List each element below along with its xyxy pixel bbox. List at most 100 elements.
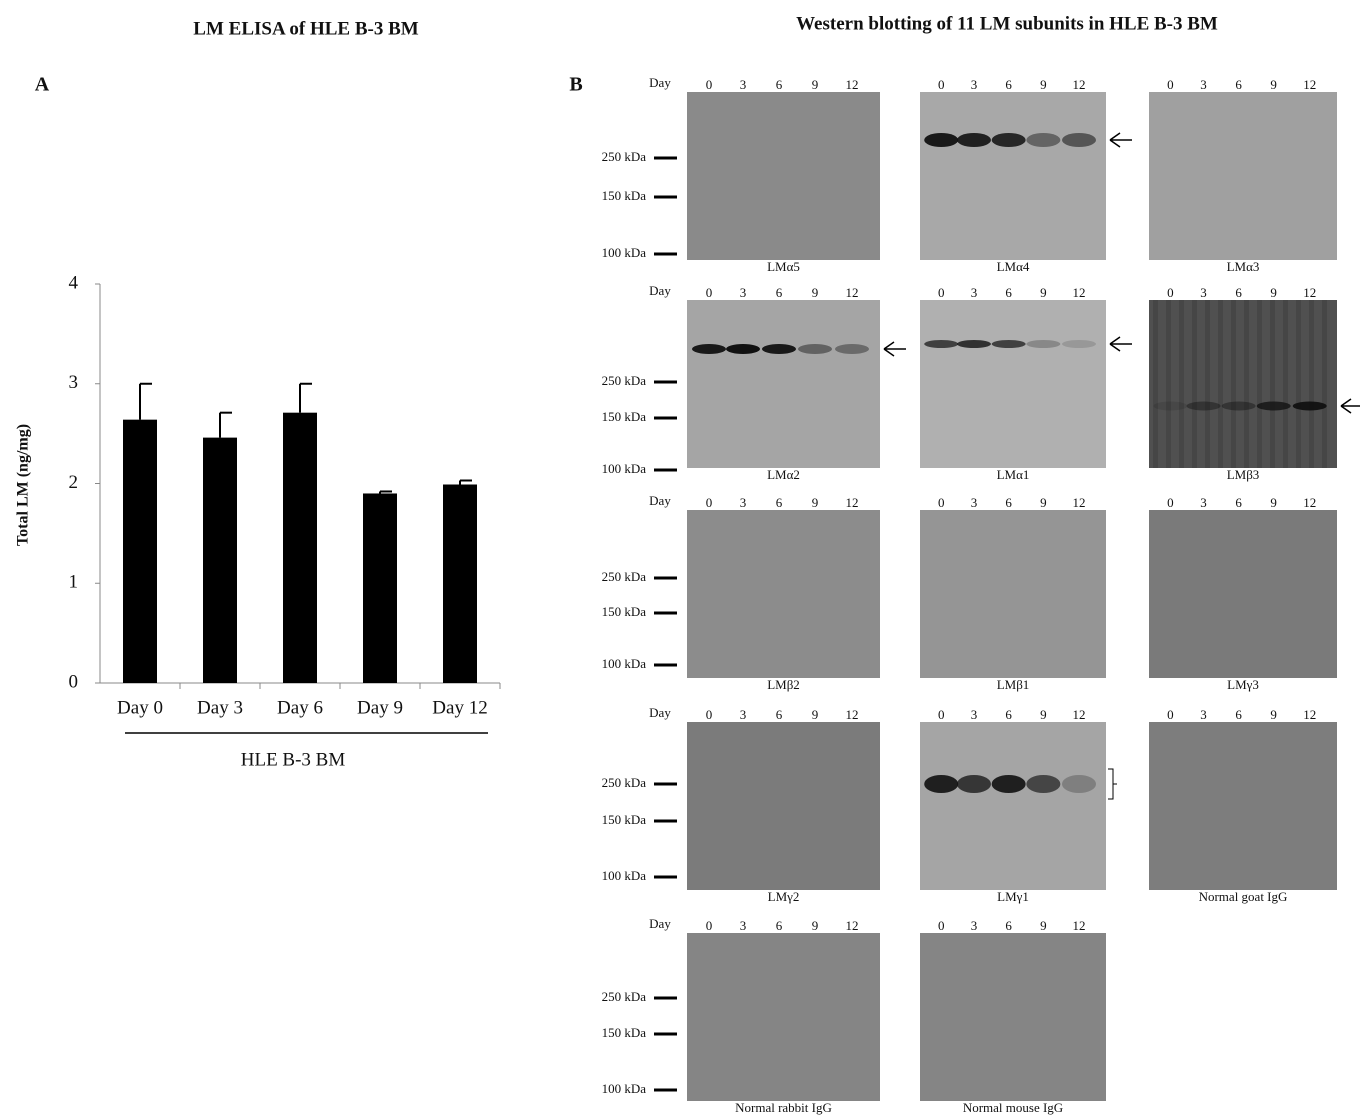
blot-image <box>687 510 880 678</box>
blot-label: Normal rabbit IgG <box>735 1100 832 1115</box>
lane-label: 3 <box>971 707 978 722</box>
day-label: Day <box>649 916 671 931</box>
bar <box>203 438 237 683</box>
lane-label: 12 <box>846 77 859 92</box>
bar <box>443 484 477 683</box>
lane-label: 12 <box>1303 495 1316 510</box>
day-label: Day <box>649 705 671 720</box>
y-tick-label: 2 <box>69 472 79 493</box>
blot-band <box>1026 775 1060 793</box>
x-tick-label: Day 0 <box>117 697 163 718</box>
error-bar <box>380 491 392 493</box>
lane-label: 0 <box>1167 77 1174 92</box>
blot-band <box>1026 340 1060 348</box>
lane-label: 3 <box>740 77 747 92</box>
blot-label: LMγ1 <box>997 889 1029 904</box>
blot-streak <box>1309 300 1314 468</box>
blot-band <box>992 133 1026 147</box>
blot-image <box>920 92 1106 260</box>
marker-label: 100 kDa <box>602 1081 647 1096</box>
lane-label: 6 <box>1005 707 1012 722</box>
lane-label: 6 <box>776 707 783 722</box>
lane-label: 12 <box>846 495 859 510</box>
blot-streak <box>1257 300 1262 468</box>
blot-image <box>687 722 880 890</box>
lane-label: 12 <box>846 707 859 722</box>
blot-streak <box>1166 300 1171 468</box>
marker-label: 250 kDa <box>602 989 647 1004</box>
marker-label: 250 kDa <box>602 775 647 790</box>
lane-label: 9 <box>1040 77 1047 92</box>
marker-label: 150 kDa <box>602 812 647 827</box>
blot-label: LMβ1 <box>997 677 1030 692</box>
blot-band <box>1293 402 1327 411</box>
blot-band <box>726 344 760 354</box>
blot-label: LMα4 <box>997 259 1030 274</box>
lane-label: 6 <box>776 495 783 510</box>
day-label: Day <box>649 493 671 508</box>
blot-band <box>798 344 832 354</box>
lane-label: 9 <box>812 707 819 722</box>
lane-label: 12 <box>1073 77 1086 92</box>
blot-label: LMγ3 <box>1227 677 1259 692</box>
lane-label: 12 <box>1073 285 1086 300</box>
blot-band <box>1062 133 1096 147</box>
lane-label: 3 <box>1200 707 1207 722</box>
marker-label: 150 kDa <box>602 188 647 203</box>
lane-label: 0 <box>706 918 713 933</box>
lane-label: 3 <box>971 918 978 933</box>
y-tick-label: 3 <box>69 372 79 393</box>
lane-label: 6 <box>1235 495 1242 510</box>
blot-streak <box>1179 300 1184 468</box>
lane-label: 9 <box>812 77 819 92</box>
blot-label: LMα1 <box>997 467 1030 482</box>
blot-band <box>1153 402 1187 411</box>
blot-streak <box>1153 300 1158 468</box>
band-arrow <box>884 342 906 356</box>
marker-label: 250 kDa <box>602 373 647 388</box>
blot-image <box>1149 510 1337 678</box>
blot-image <box>1149 722 1337 890</box>
lane-label: 6 <box>1235 285 1242 300</box>
panel-label: A <box>35 74 50 96</box>
bar <box>363 493 397 683</box>
blot-title: Western blotting of 11 LM subunits in HL… <box>796 13 1218 34</box>
blot-label: LMα3 <box>1227 259 1260 274</box>
blot-band <box>992 340 1026 348</box>
lane-label: 3 <box>740 285 747 300</box>
lane-label: 0 <box>938 707 945 722</box>
marker-label: 250 kDa <box>602 149 647 164</box>
marker-label: 100 kDa <box>602 656 647 671</box>
lane-label: 9 <box>1040 495 1047 510</box>
blot-streak <box>1244 300 1249 468</box>
lane-label: 12 <box>1073 495 1086 510</box>
lane-label: 0 <box>706 495 713 510</box>
blot-band <box>924 775 958 793</box>
blot-streak <box>1205 300 1210 468</box>
lane-label: 6 <box>1235 707 1242 722</box>
x-tick-label: Day 6 <box>277 697 323 718</box>
band-arrow <box>1110 133 1132 147</box>
lane-label: 0 <box>1167 707 1174 722</box>
figure: LM ELISA of HLE B-3 BM A Western blottin… <box>0 0 1360 1120</box>
blot-streak <box>1322 300 1327 468</box>
day-label: Day <box>649 283 671 298</box>
blot-band <box>1222 402 1256 411</box>
lane-label: 0 <box>706 707 713 722</box>
blot-label: LMα5 <box>767 259 800 274</box>
blot-label: LMβ2 <box>767 677 800 692</box>
blot-image <box>687 933 880 1101</box>
blot-band <box>1187 402 1221 411</box>
marker-label: 100 kDa <box>602 461 647 476</box>
lane-label: 9 <box>1270 707 1277 722</box>
lane-label: 3 <box>1200 77 1207 92</box>
bar <box>123 420 157 683</box>
error-bar <box>220 413 232 438</box>
error-bar <box>140 384 152 420</box>
blot-streak <box>1270 300 1275 468</box>
y-tick-label: 0 <box>69 671 79 692</box>
blot-band <box>924 340 958 348</box>
band-arrow <box>1341 399 1360 413</box>
blot-band <box>835 344 869 354</box>
lane-label: 3 <box>740 707 747 722</box>
